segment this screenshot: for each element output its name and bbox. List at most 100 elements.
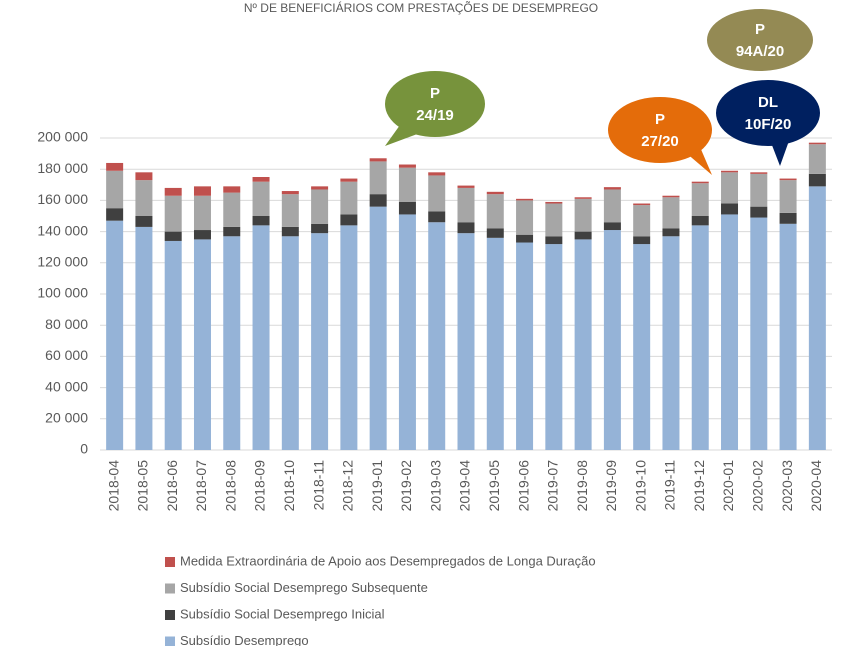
x-tick-label: 2019-03 — [427, 460, 443, 512]
bar-segment — [223, 192, 241, 227]
bar-segment — [633, 244, 651, 450]
legend-label: Medida Extraordinária de Apoio aos Desem… — [180, 553, 596, 568]
bar-segment — [721, 214, 739, 450]
bar-segment — [457, 222, 475, 234]
bar-segment — [106, 162, 124, 171]
x-tick-label: 2019-07 — [545, 460, 561, 512]
x-tick-label: 2018-04 — [105, 460, 121, 512]
bar-segment — [398, 214, 416, 450]
bar-segment — [252, 177, 270, 182]
bar-segment — [808, 186, 826, 451]
bar-segment — [779, 212, 797, 224]
bar-segment — [486, 191, 504, 195]
bar-segment — [691, 216, 709, 226]
callout-text: 27/20 — [641, 133, 679, 150]
bar-segment — [662, 197, 680, 229]
legend-swatch — [165, 583, 175, 594]
bar-segment — [457, 187, 475, 223]
bar-segment — [164, 240, 182, 450]
bar-segment — [633, 203, 651, 206]
bar-segment — [545, 201, 563, 204]
bar-segment — [252, 216, 270, 226]
x-tick-label: 2020-04 — [808, 460, 824, 512]
bar-segment — [750, 173, 768, 207]
bar-segment — [603, 222, 621, 231]
bar-segment — [340, 225, 358, 450]
bar-segment — [281, 236, 299, 450]
bar-segment — [516, 234, 534, 243]
bar-segment — [545, 236, 563, 245]
callout-text: 10F/20 — [745, 116, 792, 133]
bar-segment — [340, 214, 358, 226]
bar-segment — [486, 237, 504, 450]
bar-segment — [545, 203, 563, 237]
callout-text: P — [755, 21, 765, 38]
bar-segment — [574, 231, 592, 240]
x-tick-label: 2019-01 — [369, 460, 385, 512]
bar-segment — [750, 172, 768, 174]
x-tick-label: 2019-06 — [515, 460, 531, 512]
y-tick-label: 80 000 — [45, 316, 88, 332]
bar-segment — [545, 244, 563, 450]
bar-segment — [486, 194, 504, 229]
legend-label: Subsídio Desemprego — [180, 633, 309, 646]
bar-segment — [398, 201, 416, 215]
bar-segment — [223, 236, 241, 450]
bar-segment — [516, 242, 534, 450]
bar-segment — [691, 181, 709, 184]
bar-segment — [721, 203, 739, 215]
bar-segment — [135, 216, 153, 227]
bar-segment — [750, 206, 768, 218]
bar-segment — [369, 194, 387, 207]
x-tick-label: 2019-10 — [632, 460, 648, 512]
chart-title: Nº DE BENEFICIÁRIOS COM PRESTAÇÕES DE DE… — [244, 0, 598, 15]
bar-segment — [398, 167, 416, 202]
y-tick-label: 60 000 — [45, 347, 88, 363]
bar-segment — [603, 189, 621, 223]
bar-segment — [428, 172, 446, 176]
legend-swatch — [165, 557, 175, 567]
x-tick-label: 2019-02 — [398, 460, 414, 512]
bar-segment — [721, 170, 739, 173]
bar-segment — [340, 178, 358, 182]
bar-segment — [808, 173, 826, 187]
bar-segment — [428, 222, 446, 450]
bar-segment — [193, 186, 211, 196]
bar-segment — [252, 225, 270, 450]
bar-segment — [721, 172, 739, 204]
bar-segment — [369, 206, 387, 450]
bar-segment — [252, 181, 270, 216]
bar-segment — [223, 226, 241, 237]
bar-segment — [311, 223, 329, 234]
bar-segment — [516, 198, 534, 201]
y-tick-label: 160 000 — [37, 191, 88, 207]
bar-segment — [193, 195, 211, 231]
y-tick-label: 20 000 — [45, 410, 88, 426]
bar-segment — [311, 186, 329, 190]
bar-segment — [281, 191, 299, 195]
bar-segment — [779, 178, 797, 181]
bar-segment — [193, 230, 211, 240]
x-tick-label: 2018-05 — [135, 460, 151, 512]
x-tick-label: 2019-11 — [662, 460, 678, 511]
bar-segment — [135, 226, 153, 450]
bar-segment — [808, 144, 826, 174]
callout-text: P — [655, 111, 665, 128]
bar-segment — [603, 187, 621, 190]
bar-segment — [369, 158, 387, 162]
bar-segment — [691, 183, 709, 216]
bar-segment — [369, 161, 387, 195]
x-tick-label: 2018-06 — [164, 460, 180, 512]
bar-segment — [633, 236, 651, 245]
bar-segment — [311, 233, 329, 450]
bar-segment — [486, 228, 504, 238]
x-tick-label: 2019-05 — [486, 460, 502, 512]
legend-swatch — [165, 610, 175, 620]
y-tick-label: 140 000 — [37, 222, 88, 238]
bar-segment — [457, 233, 475, 450]
bar-segment — [574, 198, 592, 232]
y-tick-label: 200 000 — [37, 129, 88, 145]
bar-segment — [457, 185, 475, 188]
x-tick-label: 2020-02 — [750, 460, 766, 512]
y-tick-label: 40 000 — [45, 378, 88, 394]
